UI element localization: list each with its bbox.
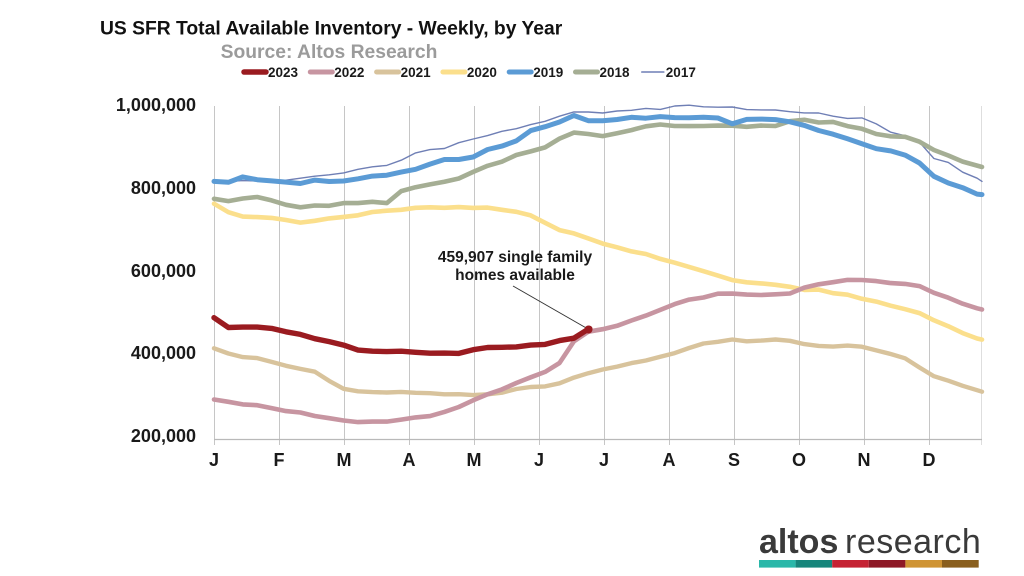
svg-text:2018: 2018 [600,65,631,80]
svg-text:homes available: homes available [455,267,575,284]
svg-text:400,000: 400,000 [131,343,196,363]
svg-text:S: S [728,450,740,470]
svg-text:2019: 2019 [533,65,563,80]
svg-text:2017: 2017 [666,65,696,80]
svg-text:Source: Altos Research: Source: Altos Research [221,42,438,63]
svg-text:600,000: 600,000 [131,261,196,281]
svg-text:1,000,000: 1,000,000 [116,95,196,115]
svg-text:research: research [845,523,981,561]
svg-text:A: A [663,450,676,470]
svg-text:2022: 2022 [334,65,364,80]
svg-text:2021: 2021 [401,65,432,80]
svg-text:US SFR Total Available Invento: US SFR Total Available Inventory - Weekl… [100,19,563,40]
svg-text:2023: 2023 [268,65,299,80]
svg-text:200,000: 200,000 [131,426,196,446]
svg-text:J: J [534,450,544,470]
svg-text:A: A [403,450,416,470]
svg-text:altos: altos [759,523,838,561]
svg-text:D: D [923,450,936,470]
svg-text:800,000: 800,000 [131,178,196,198]
svg-text:J: J [209,450,219,470]
svg-text:M: M [337,450,352,470]
svg-text:N: N [858,450,871,470]
svg-text:F: F [274,450,285,470]
svg-text:O: O [792,450,806,470]
svg-text:2020: 2020 [467,65,497,80]
svg-text:M: M [467,450,482,470]
svg-text:J: J [599,450,609,470]
svg-text:459,907 single family: 459,907 single family [438,249,593,266]
